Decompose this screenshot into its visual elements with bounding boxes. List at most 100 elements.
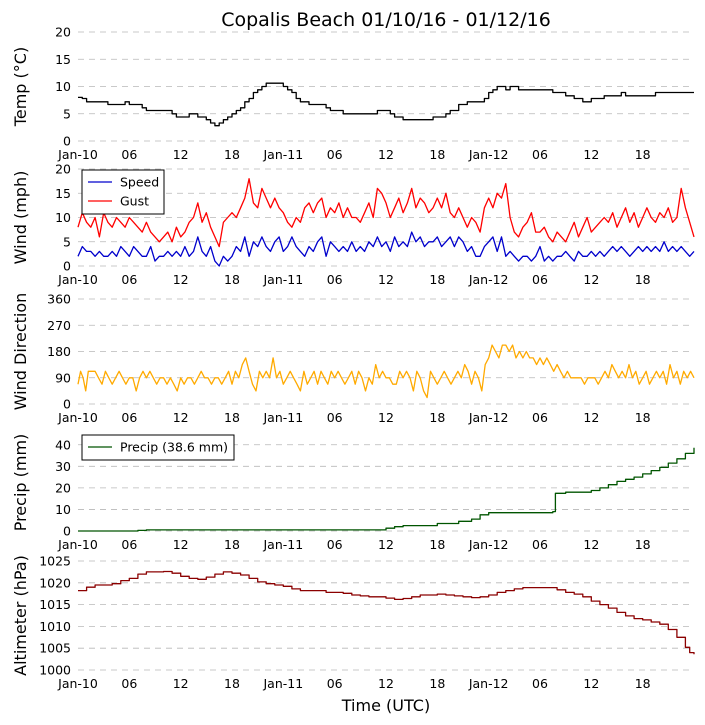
- y-tick-label: 270: [47, 318, 71, 333]
- x-tick-label: 06: [121, 676, 137, 691]
- x-tick-label: 12: [378, 410, 394, 425]
- y-tick-label: 20: [55, 25, 71, 40]
- y-tick-label: 5: [63, 234, 71, 249]
- x-tick-label: 06: [532, 272, 548, 287]
- y-tick-label: 0: [63, 259, 71, 274]
- x-tick-label: 12: [583, 272, 599, 287]
- x-tick-label: 06: [532, 537, 548, 552]
- series-line-speed: [77, 231, 695, 267]
- x-tick-label: Jan-10: [57, 537, 98, 552]
- x-tick-label: 06: [532, 676, 548, 691]
- y-axis-label: Altimeter (hPa): [11, 555, 30, 676]
- legend-box: [81, 169, 165, 215]
- y-tick-label: 0: [63, 397, 71, 412]
- x-tick-label: 18: [429, 410, 445, 425]
- x-tick-label: 18: [635, 147, 651, 162]
- x-tick-label: 12: [173, 676, 189, 691]
- x-tick-label: Jan-11: [262, 147, 303, 162]
- x-tick-label: 06: [327, 537, 343, 552]
- x-tick-label: 12: [378, 147, 394, 162]
- x-tick-label: Jan-10: [57, 676, 98, 691]
- x-tick-label: 12: [378, 676, 394, 691]
- x-tick-label: 12: [583, 676, 599, 691]
- x-tick-label: 12: [583, 537, 599, 552]
- x-tick-label: 18: [429, 147, 445, 162]
- y-tick-label: 1020: [39, 575, 71, 590]
- x-tick-label: 06: [532, 410, 548, 425]
- panel-wind-direction: 0 90 180 270 360 Jan-10 06 12 18 Jan-11 06 12 18 Jan-…: [11, 292, 695, 425]
- x-tick-label: Jan-12: [468, 410, 509, 425]
- x-tick-label: 06: [121, 147, 137, 162]
- y-tick-label: 1010: [39, 619, 71, 634]
- x-tick-label: 06: [121, 272, 137, 287]
- y-tick-label: 10: [55, 210, 71, 225]
- panel-altimeter: 1000 1005 1010 1015 1020 1025 Jan-10 06 12 18 Jan-…: [11, 554, 695, 691]
- y-axis-label: Temp (°C): [11, 47, 30, 127]
- x-tick-label: 18: [429, 537, 445, 552]
- x-tick-label: Jan-10: [57, 272, 98, 287]
- y-tick-label: 15: [55, 186, 71, 201]
- y-tick-label: 360: [47, 292, 71, 307]
- x-axis-label: Time (UTC): [341, 696, 430, 715]
- x-tick-label: Jan-11: [262, 410, 303, 425]
- x-tick-label: 12: [173, 147, 189, 162]
- x-tick-label: 18: [224, 272, 240, 287]
- x-tick-label: 18: [224, 537, 240, 552]
- series-line-wind-direction: [77, 344, 695, 399]
- x-tick-label: 06: [532, 147, 548, 162]
- x-tick-label: 18: [635, 676, 651, 691]
- x-tick-label: 06: [121, 410, 137, 425]
- x-tick-label: 12: [378, 272, 394, 287]
- x-tick-label: 06: [327, 147, 343, 162]
- legend-label: Gust: [120, 194, 149, 209]
- y-tick-label: 0: [63, 524, 71, 539]
- x-tick-label: 06: [327, 272, 343, 287]
- y-tick-label: 40: [55, 437, 71, 452]
- y-tick-label: 1005: [39, 641, 71, 656]
- x-tick-label: 18: [635, 410, 651, 425]
- y-tick-label: 10: [55, 502, 71, 517]
- y-axis-label: Wind Direction: [11, 293, 30, 411]
- legend-label: Precip (38.6 mm): [120, 440, 228, 455]
- series-line-temp: [78, 82, 694, 127]
- x-tick-label: Jan-11: [262, 537, 303, 552]
- y-tick-label: 1015: [39, 597, 71, 612]
- legend: Speed Gust: [81, 169, 165, 215]
- x-tick-label: 12: [378, 537, 394, 552]
- y-tick-label: 15: [55, 52, 71, 67]
- series-line-altimeter: [78, 570, 695, 655]
- x-tick-label: Jan-11: [262, 272, 303, 287]
- y-tick-label: 1000: [39, 663, 71, 678]
- y-tick-label: 180: [47, 344, 71, 359]
- x-tick-label: 18: [224, 147, 240, 162]
- x-tick-label: 18: [429, 676, 445, 691]
- panel-temp: 0 5 10 15 20 Jan-10 06 12 18 Jan-11 06 12 18 Jan-12 06…: [11, 25, 694, 162]
- x-tick-label: Jan-10: [57, 410, 98, 425]
- figure-title: Copalis Beach 01/10/16 - 01/12/16: [221, 9, 551, 31]
- x-tick-label: 06: [327, 676, 343, 691]
- x-tick-label: Jan-10: [57, 147, 98, 162]
- x-tick-label: 18: [224, 676, 240, 691]
- x-tick-label: 12: [583, 147, 599, 162]
- x-tick-label: Jan-12: [468, 147, 509, 162]
- y-tick-label: 10: [55, 79, 71, 94]
- x-tick-label: 18: [635, 272, 651, 287]
- panel-wind-speed: 0 5 10 15 20 Jan-10 06 12 18 Jan-11 06 12 18 Jan-12 06…: [11, 162, 695, 287]
- y-tick-label: 20: [55, 480, 71, 495]
- y-tick-label: 5: [63, 106, 71, 121]
- x-tick-label: 18: [429, 272, 445, 287]
- y-tick-label: 1025: [39, 554, 71, 569]
- legend-label: Speed: [120, 175, 159, 190]
- x-tick-label: 12: [173, 537, 189, 552]
- x-tick-label: 12: [173, 410, 189, 425]
- panel-precip: 0 10 20 30 40 Jan-10 06 12 18 Jan-11 06 12 18 Jan-12 0…: [11, 434, 695, 552]
- series-line-gust: [77, 178, 695, 248]
- y-axis-label: Precip (mm): [11, 434, 30, 532]
- x-tick-label: 06: [327, 410, 343, 425]
- x-tick-label: Jan-12: [468, 537, 509, 552]
- y-tick-label: 90: [55, 370, 71, 385]
- x-tick-label: Jan-12: [468, 676, 509, 691]
- y-axis-label: Wind (mph): [11, 171, 30, 265]
